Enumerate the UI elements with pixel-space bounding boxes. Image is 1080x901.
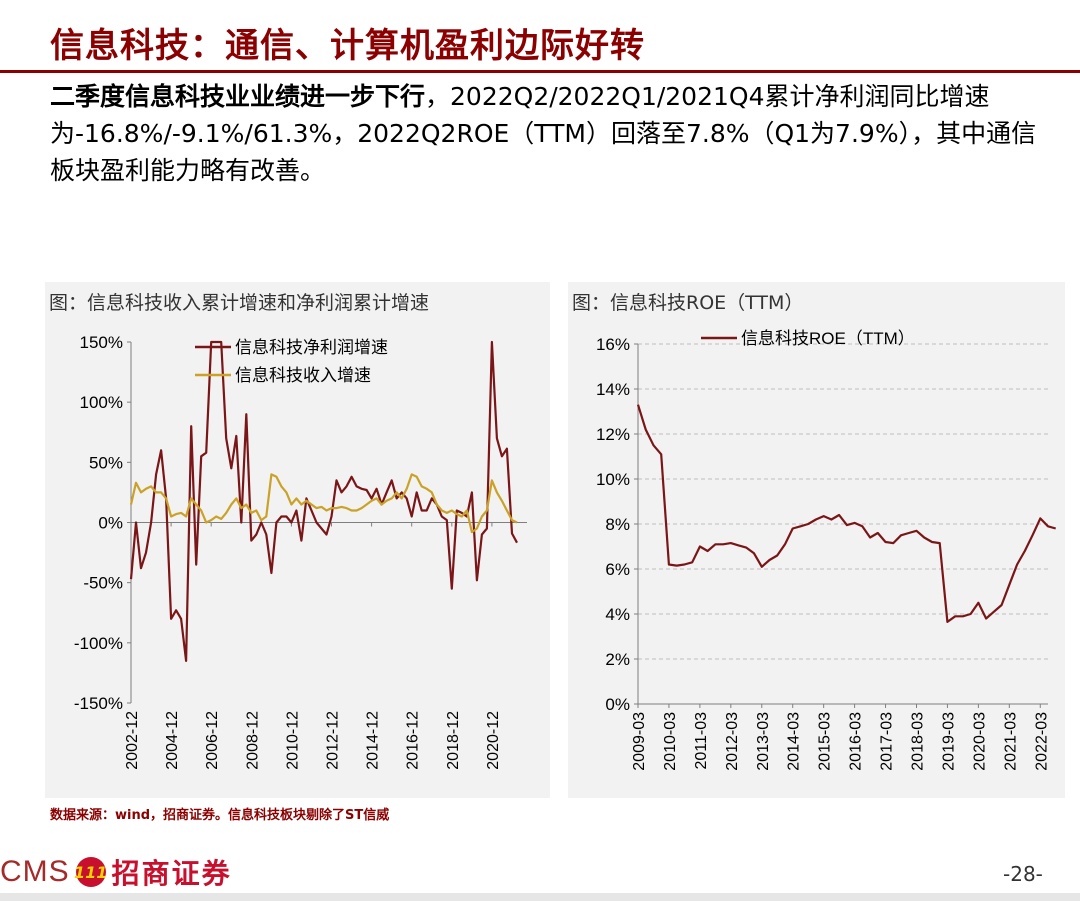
y-tick-label: 16% [596,335,630,354]
y-tick-label: -150% [74,694,123,713]
y-tick-label: 14% [596,380,630,399]
growth-chart-panel: 图：信息科技收入累计增速和净利润累计增速 150% 100% 50% 0% -50% -1… [45,282,550,798]
x-tick-label: 2009-03 [631,712,648,771]
y-tick-label: 2% [605,650,630,669]
y-tick-label: 0% [98,514,123,533]
footer-bar [0,893,1080,901]
roe-chart: 16% 14% 12% 10% 8% 6% 4% 2% 0%2009-03 2010-03 2011… [596,329,1057,771]
y-tick-label: 0% [605,695,630,714]
x-tick-label: 2021-03 [1002,712,1019,771]
series-line-2 [129,473,518,534]
series-line-1 [129,340,518,662]
x-tick-label: 2018-03 [909,712,926,771]
summary-paragraph: 二季度信息科技业业绩进一步下行，2022Q2/2022Q1/2021Q4累计净利… [50,78,1060,189]
x-tick-label: 2010-03 [662,712,679,771]
roe-chart-title: 图：信息科技ROE（TTM） [572,292,804,314]
x-tick-label: 2010-12 [284,711,301,770]
page-title: 信息科技：通信、计算机盈利边际好转 [50,26,645,66]
x-tick-label: 2015-03 [817,712,834,771]
x-tick-label: 2022-03 [1033,712,1050,771]
legend-label-1: 信息科技净利润增速 [235,338,388,357]
logo-company-name: 招商证券 [111,857,232,890]
logo-emblem-icon: 111 [74,857,107,887]
title-divider [0,70,1080,73]
page-number: -28- [1003,862,1043,886]
growth-chart-title: 图：信息科技收入累计增速和净利润累计增速 [49,292,430,314]
y-tick-label: 4% [605,605,630,624]
x-tick-label: 2017-03 [879,712,896,771]
y-tick-label: 10% [596,470,630,489]
legend-label-1: 信息科技ROE（TTM） [741,329,915,348]
x-tick-label: 2002-12 [124,711,141,770]
x-tick-label: 2004-12 [164,711,181,770]
x-tick-label: 2008-12 [244,711,261,770]
legend-label-2: 信息科技收入增速 [235,366,371,385]
x-tick-label: 2020-12 [485,711,502,770]
x-tick-label: 2020-03 [971,712,988,771]
x-tick-label: 2012-03 [724,712,741,771]
x-tick-label: 2012-12 [325,711,342,770]
x-tick-label: 2019-03 [940,712,957,771]
y-tick-label: 6% [605,560,630,579]
y-tick-label: 100% [80,393,123,412]
y-tick-label: -50% [83,574,123,593]
growth-chart: 150% 100% 50% 0% -50% -100% -150%2002-12 2004-1… [74,333,527,770]
y-tick-label: 150% [80,333,123,352]
y-tick-label: -100% [74,634,123,653]
data-source-note: 数据来源：wind，招商证券。信息科技板块剔除了ST信威 [50,808,390,823]
y-tick-label: 50% [89,453,123,472]
summary-body: ，2022Q2/2022Q1/2021Q4累计净利润同比增速为-16.8%/-9… [50,82,1037,185]
x-tick-label: 2016-12 [405,711,422,770]
x-tick-label: 2016-03 [848,712,865,771]
brand-logo: CMS 111 招商证券 [0,850,232,894]
y-tick-label: 12% [596,425,630,444]
x-tick-label: 2011-03 [693,712,710,770]
x-tick-label: 2018-12 [445,711,462,770]
logo-cms-text: CMS [0,855,70,888]
x-tick-label: 2013-03 [755,712,772,771]
x-tick-label: 2006-12 [204,711,221,770]
x-tick-label: 2014-03 [786,712,803,771]
roe-chart-panel: 图：信息科技ROE（TTM） 16% 14% 12% 10% 8% 6% 4% 2% 0% 200… [568,282,1065,798]
series-line-1 [636,404,1057,623]
summary-lead: 二季度信息科技业业绩进一步下行 [50,82,426,111]
x-tick-label: 2014-12 [365,711,382,770]
y-tick-label: 8% [605,515,630,534]
